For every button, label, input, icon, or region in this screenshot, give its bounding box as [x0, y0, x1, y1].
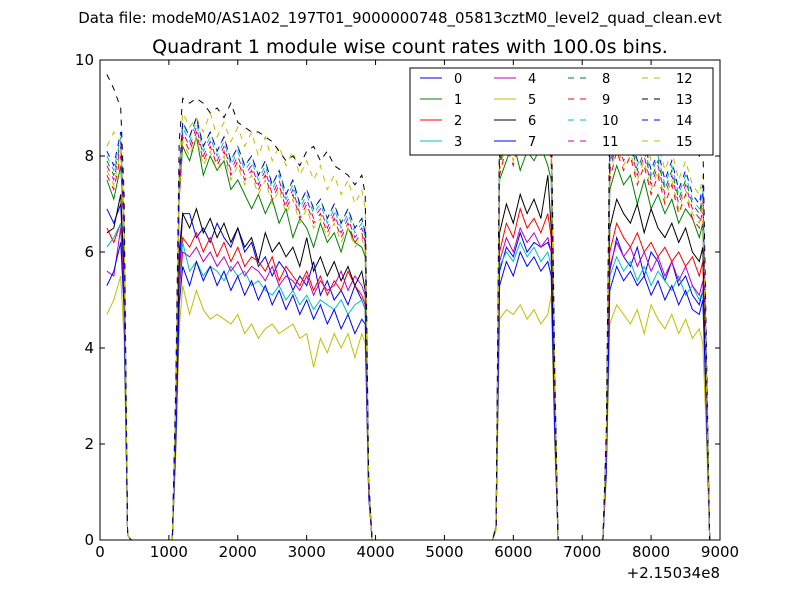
x-tick-label: 6000: [494, 543, 532, 561]
series-line-14: [106, 88, 711, 540]
x-tick-label: 1000: [150, 543, 188, 561]
y-tick-label: 10: [75, 51, 94, 69]
legend-box: [409, 67, 714, 156]
x-tick-label: 2000: [219, 543, 257, 561]
y-tick-label: 0: [84, 531, 94, 549]
axis-layer: 0 1000 2000 3000 4000 5000 6000 7000 8000 9000 0 2 4…: [75, 51, 739, 561]
y-tick-label: 6: [84, 243, 94, 261]
series-line-7: [106, 242, 711, 540]
chart-title: Quadrant 1 module wise count rates with …: [152, 36, 668, 58]
x-tick-label: 8000: [632, 543, 670, 561]
data-file-label: Data file: modeM0/AS1A02_197T01_90000007…: [78, 9, 722, 28]
legend-label-12: 12: [676, 72, 693, 87]
y-tick-label: 4: [84, 339, 94, 357]
legend-label-9: 9: [602, 93, 610, 108]
legend-label-8: 8: [602, 72, 610, 87]
x-tick-label: 0: [95, 543, 105, 561]
legend-label-4: 4: [528, 72, 536, 87]
series-line-15: [106, 125, 711, 540]
series-line-10: [106, 110, 711, 540]
y-tick-label: 8: [84, 147, 94, 165]
legend-label-0: 0: [454, 72, 462, 87]
plot-frame: [99, 59, 721, 541]
x-tick-label: 5000: [425, 543, 463, 561]
legend-label-10: 10: [602, 114, 619, 129]
legend-label-15: 15: [676, 135, 693, 150]
legend-label-3: 3: [454, 135, 462, 150]
legend-label-13: 13: [676, 93, 693, 108]
legend-label-6: 6: [528, 114, 536, 129]
x-tick-label: 4000: [356, 543, 394, 561]
legend-label-14: 14: [676, 114, 693, 129]
series-line-6: [106, 175, 711, 540]
legend-label-5: 5: [528, 93, 536, 108]
legend-label-11: 11: [602, 135, 619, 150]
x-axis-offset-label: +2.15034e8: [627, 564, 720, 582]
series-layer: [106, 72, 711, 540]
y-tick-label: 2: [84, 435, 94, 453]
x-tick-label: 3000: [288, 543, 326, 561]
x-tick-label: 9000: [701, 543, 739, 561]
x-tick-label: 7000: [563, 543, 601, 561]
legend-label-1: 1: [454, 93, 462, 108]
legend-label-7: 7: [528, 135, 536, 150]
legend-label-2: 2: [454, 114, 462, 129]
